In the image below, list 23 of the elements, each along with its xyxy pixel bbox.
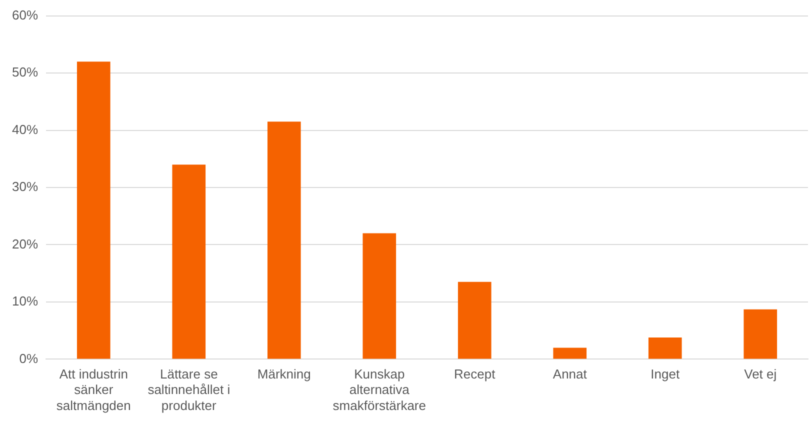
y-tick-label: 30% bbox=[12, 179, 38, 194]
bar bbox=[172, 164, 206, 359]
x-tick-label: Inget bbox=[650, 366, 680, 382]
y-tick-label: 50% bbox=[12, 64, 38, 80]
x-tick-label: Annat bbox=[552, 366, 588, 382]
x-tick-label: Märkning bbox=[257, 366, 311, 382]
y-tick-label: 40% bbox=[12, 122, 38, 137]
y-tick-label: 60% bbox=[12, 7, 38, 22]
y-tick-label: 0% bbox=[19, 350, 38, 366]
x-tick-label: Att industrin sänker saltmängden bbox=[56, 366, 131, 413]
bar bbox=[648, 337, 682, 359]
x-tick-label: Lättare se saltinnehållet i produkter bbox=[148, 366, 230, 413]
bar bbox=[362, 233, 396, 359]
bar bbox=[458, 282, 492, 359]
bar bbox=[744, 309, 778, 359]
bar bbox=[553, 348, 587, 359]
x-tick-label: Kunskap alternativa smakförstärkare bbox=[332, 366, 426, 413]
y-tick-label: 20% bbox=[12, 236, 38, 252]
bar bbox=[267, 122, 301, 359]
x-tick-label: Vet ej bbox=[744, 366, 777, 382]
x-tick-label: Recept bbox=[454, 366, 496, 382]
y-tick-label: 10% bbox=[12, 294, 38, 309]
bar bbox=[76, 62, 110, 359]
